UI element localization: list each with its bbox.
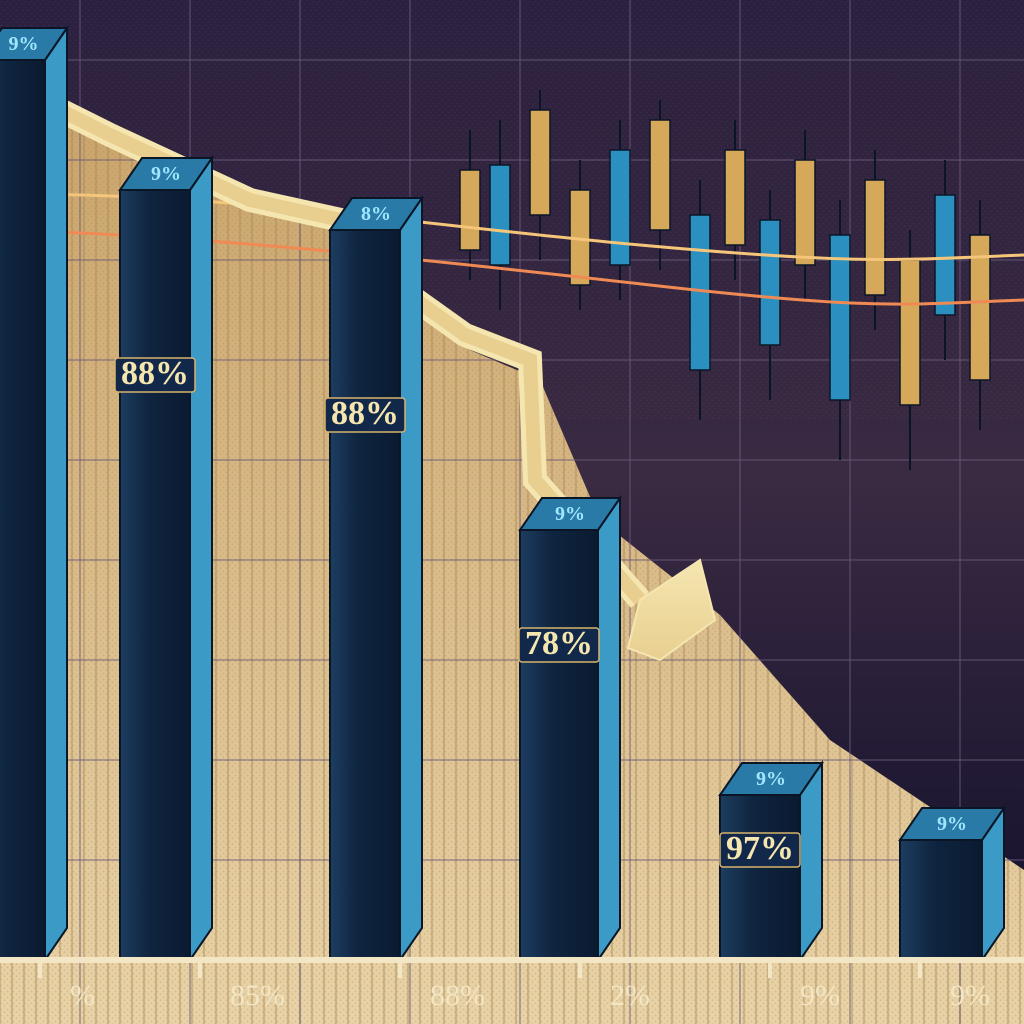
- bar-face-label: 78%: [525, 625, 593, 662]
- axis-tick-label: 9%: [800, 979, 840, 1012]
- axis-tick-label: %: [70, 979, 95, 1012]
- bar: [0, 60, 45, 960]
- bar: [120, 190, 190, 960]
- candle: [760, 220, 780, 345]
- candle: [610, 150, 630, 265]
- bar-side: [190, 158, 212, 960]
- bar-side: [800, 763, 822, 960]
- bar-cap-label: 9%: [937, 813, 967, 835]
- bar-cap-label: 9%: [756, 768, 786, 790]
- bar-face-label: 88%: [331, 395, 399, 432]
- bar-side: [598, 498, 620, 960]
- bar-face-label: 88%: [121, 355, 189, 392]
- candle: [900, 260, 920, 405]
- infographic-chart: 9% 9% 8% 9% 9% 9% 88% 88% 78% 97%% 85% 88% 2% 9% 9%: [0, 0, 1024, 1024]
- bar-cap-label: 9%: [151, 163, 181, 185]
- candle: [795, 160, 815, 265]
- axis-tick-label: 85%: [230, 979, 285, 1012]
- candle: [725, 150, 745, 245]
- bar-side: [400, 198, 422, 960]
- bar: [900, 840, 982, 960]
- bar: [520, 530, 598, 960]
- axis-tick-label: 88%: [430, 979, 485, 1012]
- axis-tick-label: 9%: [950, 979, 990, 1012]
- bar: [330, 230, 400, 960]
- bar-cap-label: 8%: [361, 203, 391, 225]
- bar-side: [45, 28, 67, 960]
- bar-cap-label: 9%: [9, 33, 39, 55]
- candle: [865, 180, 885, 295]
- axis-tick-label: 2%: [610, 979, 650, 1012]
- bar: [720, 795, 800, 960]
- candle: [490, 165, 510, 265]
- candle: [460, 170, 480, 250]
- candle: [650, 120, 670, 230]
- candle: [935, 195, 955, 315]
- bar-face-label: 97%: [726, 830, 794, 867]
- bar-cap-label: 9%: [555, 503, 585, 525]
- candle: [530, 110, 550, 215]
